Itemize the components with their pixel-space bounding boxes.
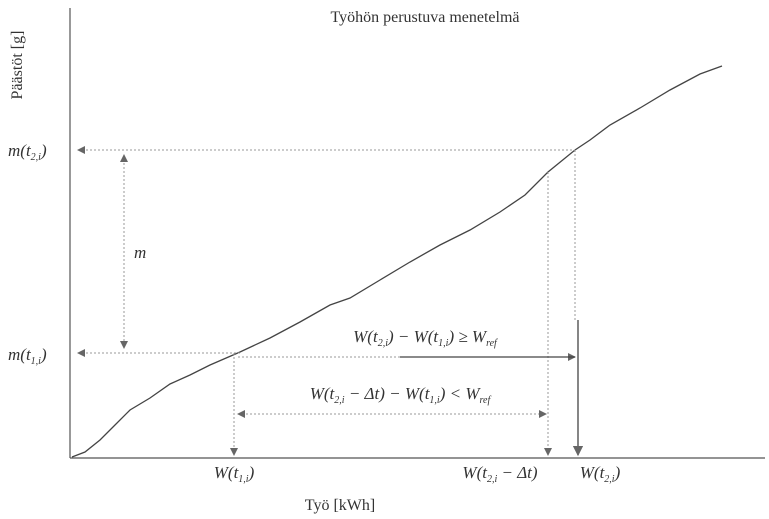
label: W(t2,i)	[580, 463, 621, 485]
label-text: W(t	[580, 463, 606, 482]
label-text: − Δt) − W(t	[345, 384, 431, 403]
label: m	[134, 243, 146, 262]
label-text: W(t	[353, 327, 379, 346]
subscript: 1,i	[238, 474, 249, 485]
subscript: ref	[486, 338, 498, 349]
emission-curve	[71, 65, 723, 458]
subscript: 1,i	[31, 356, 42, 367]
label-text: ) − W(t	[387, 327, 439, 346]
label-text: − Δt)	[497, 463, 538, 482]
label-text: W(t	[462, 463, 488, 482]
x-axis-label: Työ [kWh]	[305, 497, 375, 514]
subscript: 2,i	[334, 395, 345, 406]
label: W(t2,i) − W(t1,i) ≥ Wref	[353, 327, 498, 349]
label-text: W(t	[310, 384, 336, 403]
label-text: m(t	[8, 345, 32, 364]
subscript: 2,i	[378, 338, 389, 349]
label: W(t2,i − Δt) − W(t1,i) < Wref	[310, 384, 492, 406]
subscript: 2,i	[604, 474, 615, 485]
label-text: W(t	[214, 463, 240, 482]
subscript: 1,i	[429, 395, 440, 406]
label-text: ) ≥ W	[447, 327, 487, 346]
label-text: ) < W	[439, 384, 482, 403]
label-text: m(t	[8, 141, 32, 160]
label-text: m	[134, 243, 146, 262]
subscript: 2,i	[31, 152, 42, 163]
label: W(t2,i − Δt)	[462, 463, 538, 485]
label: m(t1,i)	[8, 345, 47, 367]
label: W(t1,i)	[214, 463, 255, 485]
subscript: 2,i	[487, 474, 498, 485]
title: Työhön perustuva menetelmä	[330, 9, 519, 26]
subscript: ref	[480, 395, 492, 406]
label-text: )	[40, 141, 47, 160]
label-text: )	[40, 345, 47, 364]
subscript: 1,i	[438, 338, 449, 349]
label: m(t2,i)	[8, 141, 47, 163]
label-text: )	[248, 463, 255, 482]
y-axis-label: Päästöt [g]	[9, 31, 26, 100]
label-text: )	[614, 463, 621, 482]
